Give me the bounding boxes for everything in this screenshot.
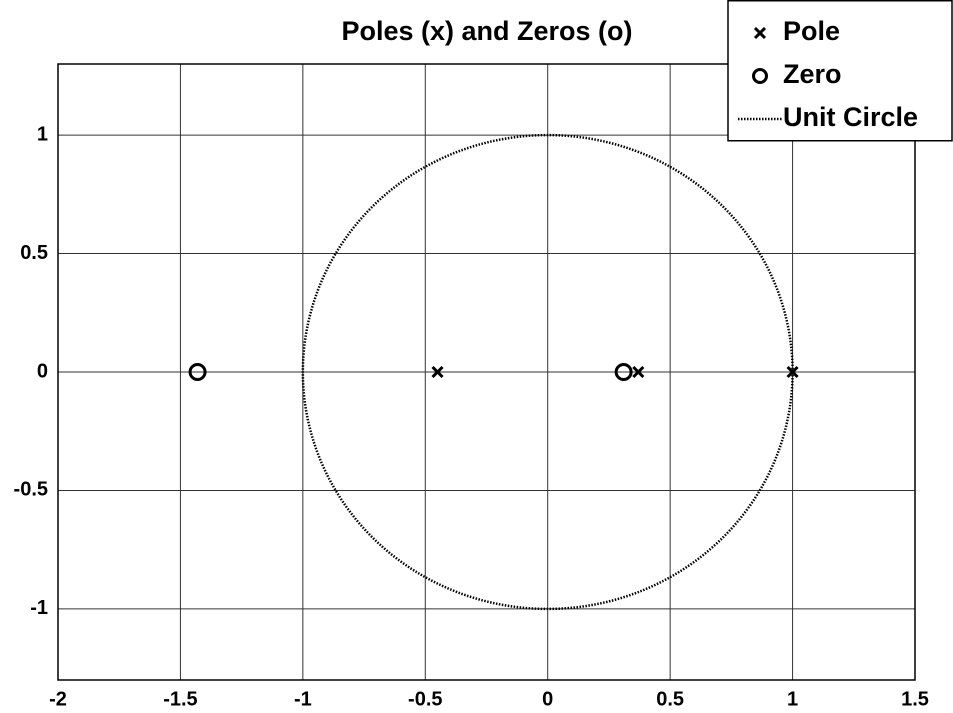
legend-box [727,0,953,142]
legend-marker [753,26,767,40]
y-tick-label: 0.5 [20,242,48,264]
x-tick-label: 0 [542,688,553,710]
y-tick-label: -0.5 [14,479,48,501]
x-tick-label: -1.5 [163,688,197,710]
legend-label: Zero [783,59,842,89]
x-tick-label: -2 [49,688,67,710]
zero-marker [614,363,633,381]
plot-frame [57,63,916,681]
chart-title: Poles (x) and Zeros (o) [341,16,632,46]
x-tick-label: 1 [787,688,798,710]
x-tick-label: 0.5 [656,688,684,710]
y-tick-label: -1 [30,597,48,619]
unit-circle [301,133,794,611]
x-tick-label: 1.5 [901,688,929,710]
zero-marker [188,363,207,381]
legend-label: Unit Circle [783,102,918,132]
pole-marker [431,365,444,379]
y-tick-label: 1 [37,123,48,145]
legend-label: Pole [783,16,840,46]
legend-marker [752,68,768,84]
legend: Pole Zero Unit Circle [727,0,953,142]
pole-marker [632,365,645,379]
x-tick-label: -0.5 [408,688,442,710]
y-tick-label: 0 [37,360,48,382]
x-tick-label: -1 [294,688,312,710]
